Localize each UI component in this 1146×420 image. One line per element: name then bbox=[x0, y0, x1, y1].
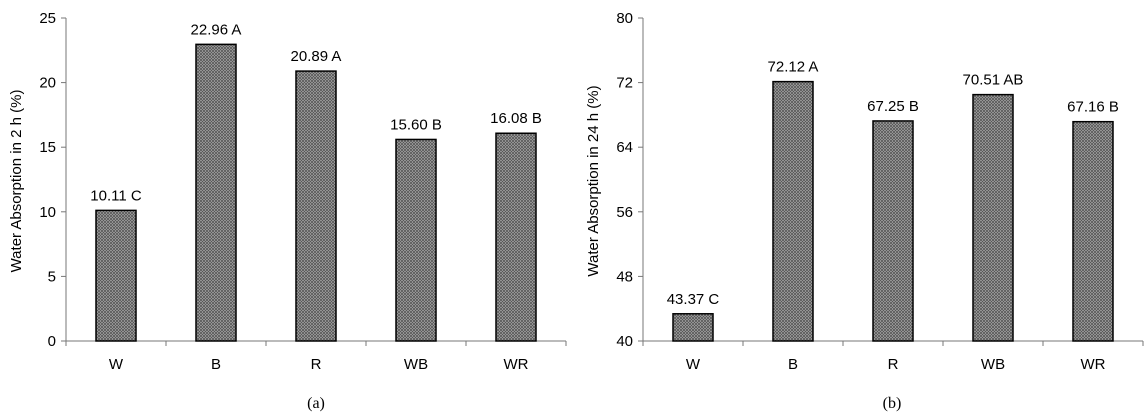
y-tick-label: 20 bbox=[39, 75, 56, 92]
x-tick-label: WR bbox=[1081, 356, 1106, 373]
y-axis-label: Water Absorption in 2 h (%) bbox=[8, 90, 25, 273]
data-label: 20.89 A bbox=[291, 48, 342, 65]
y-tick-label: 0 bbox=[48, 333, 56, 350]
y-axis-label: Water Absorption in 24 h (%) bbox=[585, 85, 602, 276]
x-tick-label: WB bbox=[981, 356, 1005, 373]
x-tick-label: B bbox=[788, 356, 798, 373]
bar bbox=[495, 132, 537, 342]
data-label: 43.37 C bbox=[667, 291, 720, 308]
y-tick-label: 56 bbox=[616, 204, 633, 221]
x-tick-label: WR bbox=[504, 356, 529, 373]
bar bbox=[872, 120, 914, 342]
y-tick-label: 40 bbox=[616, 333, 633, 350]
bar bbox=[772, 80, 814, 342]
data-label: 10.11 C bbox=[90, 187, 142, 204]
panel-caption: (a) bbox=[307, 395, 325, 412]
bar bbox=[295, 70, 337, 342]
data-label: 15.60 B bbox=[390, 116, 442, 133]
y-tick-label: 10 bbox=[39, 204, 56, 221]
y-tick-label: 15 bbox=[39, 139, 56, 156]
data-label: 16.08 B bbox=[490, 110, 542, 127]
x-tick-label: R bbox=[888, 356, 899, 373]
data-label: 70.51 AB bbox=[963, 72, 1024, 89]
chart-panel-b: Water Absorption in 24 h (%) (b) 40 48 56 6… bbox=[585, 10, 1144, 412]
bar bbox=[1072, 120, 1114, 342]
x-tick-label: W bbox=[109, 356, 124, 373]
chart-panel-a: Water Absorption in 2 h (%) (a) 0 5 10 15 20… bbox=[8, 10, 567, 412]
bar bbox=[395, 138, 437, 342]
panel-caption: (b) bbox=[883, 395, 902, 412]
bar bbox=[95, 209, 137, 342]
y-tick-label: 48 bbox=[616, 268, 633, 285]
x-tick-label: R bbox=[311, 356, 322, 373]
bar bbox=[672, 313, 714, 342]
y-tick-label: 5 bbox=[48, 268, 56, 285]
x-tick-label: W bbox=[686, 356, 701, 373]
y-tick-label: 25 bbox=[39, 10, 56, 27]
y-tick-label: 72 bbox=[616, 75, 633, 92]
data-label: 22.96 A bbox=[191, 21, 242, 38]
bar bbox=[972, 93, 1014, 342]
y-tick-label: 80 bbox=[616, 10, 633, 27]
x-tick-label: B bbox=[211, 356, 221, 373]
bar bbox=[195, 43, 237, 342]
data-label: 67.25 B bbox=[867, 98, 919, 115]
x-tick-label: WB bbox=[404, 356, 428, 373]
data-label: 67.16 B bbox=[1067, 99, 1119, 116]
data-label: 72.12 A bbox=[768, 59, 819, 76]
y-tick-label: 64 bbox=[616, 139, 633, 156]
